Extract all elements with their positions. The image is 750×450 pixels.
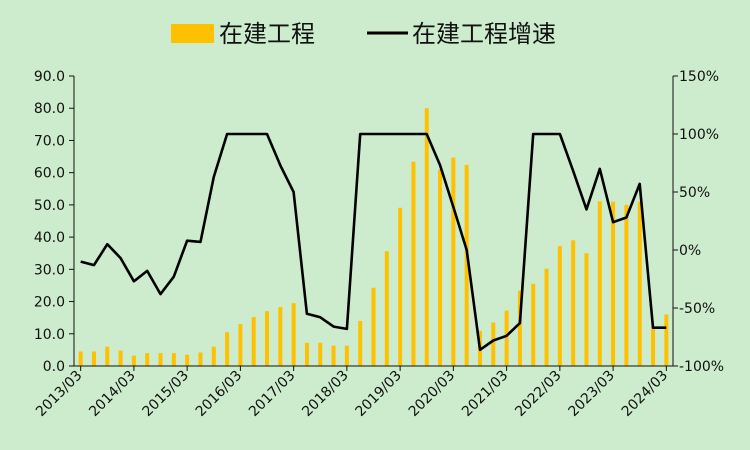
x-tick-label: 2024/03 (619, 368, 671, 420)
legend: 在建工程 在建工程增速 (171, 20, 556, 48)
right-y-tick-label: 100% (679, 127, 719, 143)
bar (198, 352, 203, 366)
bar (491, 322, 496, 366)
bar (185, 354, 190, 366)
bar (544, 268, 549, 366)
left-y-tick-label: 0.0 (43, 359, 65, 375)
x-tick-label: 2016/03 (193, 368, 245, 420)
bar (664, 314, 669, 366)
bar (211, 346, 216, 366)
bar (557, 246, 562, 366)
bar (278, 307, 283, 366)
bar-series (78, 108, 669, 366)
tick-labels: 0.0 10.0 20.0 30.0 40.0 50.0 60.0 70.0 80.0 90.0 -… (33, 69, 724, 420)
legend-label-line: 在建工程增速 (412, 20, 556, 48)
x-tick-label: 2022/03 (512, 368, 564, 420)
x-tick-label: 2013/03 (33, 368, 85, 420)
bar (451, 157, 456, 366)
bar (571, 240, 576, 366)
line-series (80, 132, 667, 352)
bar (131, 355, 136, 366)
left-y-tick-label: 70.0 (34, 133, 65, 149)
bar (358, 320, 363, 366)
bar (251, 317, 256, 366)
bar (265, 311, 270, 366)
bar (411, 161, 416, 366)
bar (517, 290, 522, 366)
right-y-tick-label: -50% (679, 301, 715, 317)
bar (624, 204, 629, 366)
bar (344, 345, 349, 366)
bar (91, 351, 96, 366)
right-y-tick-label: 50% (679, 185, 710, 201)
x-tick-label: 2018/03 (299, 368, 351, 420)
legend-swatch-bar (171, 24, 214, 43)
bar (78, 351, 83, 366)
left-y-tick-label: 30.0 (34, 262, 65, 278)
left-y-tick-label: 60.0 (34, 166, 65, 182)
bar (145, 353, 150, 366)
x-tick-label: 2015/03 (140, 368, 192, 420)
bar (398, 207, 403, 366)
bar (331, 345, 336, 366)
axes (69, 75, 678, 371)
growth-line (80, 132, 667, 352)
legend-label-bar: 在建工程 (219, 20, 315, 48)
x-tick-label: 2021/03 (459, 368, 511, 420)
bar (158, 353, 163, 366)
right-y-tick-label: -100% (679, 359, 724, 375)
bar (464, 164, 469, 366)
x-tick-label: 2019/03 (353, 368, 405, 420)
right-y-tick-label: 0% (679, 243, 701, 259)
bar (611, 201, 616, 366)
bar (597, 201, 602, 366)
left-y-tick-label: 10.0 (34, 327, 65, 343)
bar (171, 353, 176, 366)
bar (291, 303, 296, 366)
left-y-tick-label: 80.0 (34, 101, 65, 117)
bar (225, 332, 230, 366)
bar (438, 169, 443, 366)
bar (105, 346, 110, 366)
bar (304, 342, 309, 366)
bar (118, 350, 123, 366)
bar (651, 327, 656, 366)
x-tick-label: 2017/03 (246, 368, 298, 420)
bar (584, 253, 589, 366)
bar (531, 283, 536, 366)
left-y-tick-label: 20.0 (34, 295, 65, 311)
bar (637, 201, 642, 366)
bar (384, 251, 389, 366)
left-y-tick-label: 50.0 (34, 198, 65, 214)
x-tick-label: 2023/03 (565, 368, 617, 420)
x-tick-label: 2014/03 (86, 368, 138, 420)
left-y-tick-label: 40.0 (34, 230, 65, 246)
bar (504, 310, 509, 366)
bar (424, 108, 429, 366)
bar (238, 324, 243, 366)
bar (318, 342, 323, 366)
right-y-tick-label: 150% (679, 69, 719, 85)
left-y-tick-label: 90.0 (34, 69, 65, 85)
bar (371, 287, 376, 366)
x-tick-label: 2020/03 (406, 368, 458, 420)
